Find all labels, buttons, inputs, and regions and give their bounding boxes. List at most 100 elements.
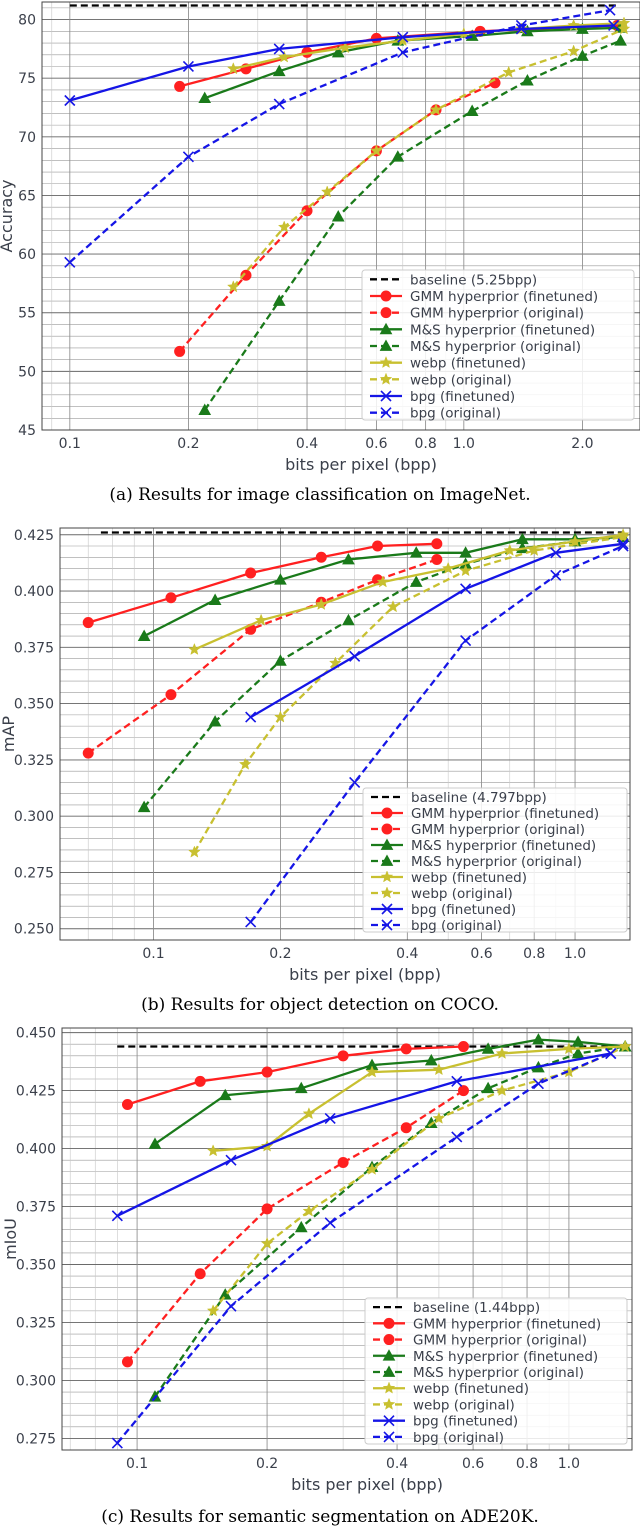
y-tick-label: 45 xyxy=(18,423,36,439)
legend-marker xyxy=(380,290,392,302)
series-bpg-original xyxy=(64,4,616,268)
legend-marker xyxy=(380,390,392,402)
data-point xyxy=(424,1053,438,1066)
x-tick-label: 0.8 xyxy=(415,436,437,452)
data-point xyxy=(451,1075,463,1087)
data-point xyxy=(254,613,268,626)
plot-frame xyxy=(59,527,631,941)
data-point xyxy=(137,629,151,641)
data-point xyxy=(206,1144,220,1157)
x-tick-label: 0.1 xyxy=(142,946,164,962)
data-point xyxy=(331,45,345,58)
chart-panel-3: 0.275 0.300 0.325 0.350 0.375 0.400 0.425 0.450… xyxy=(1,1026,633,1527)
legend-marker xyxy=(381,903,393,915)
data-point xyxy=(432,1063,446,1076)
legend-marker xyxy=(381,807,393,819)
legend-label: webp (original) xyxy=(410,372,512,388)
data-point xyxy=(238,757,252,770)
legend-label: bpg (original) xyxy=(411,918,502,934)
data-point xyxy=(277,220,291,233)
data-point xyxy=(337,1050,349,1062)
legend-marker xyxy=(379,322,393,335)
data-point xyxy=(182,151,194,163)
data-point xyxy=(260,1236,274,1250)
y-tick-label: 0.350 xyxy=(14,697,54,713)
series-gmm-finetuned xyxy=(82,538,443,629)
legend-marker xyxy=(383,1431,395,1443)
series-line xyxy=(193,535,624,853)
series-line xyxy=(204,26,621,100)
data-point xyxy=(521,74,534,86)
data-point xyxy=(82,747,94,759)
data-point xyxy=(272,64,286,77)
legend-label: GMM hyperprior (original) xyxy=(413,1333,587,1349)
data-point xyxy=(365,1065,379,1078)
data-point xyxy=(337,1156,349,1168)
legend-marker xyxy=(380,407,392,419)
y-tick-label: 0.350 xyxy=(16,1258,56,1274)
data-point xyxy=(245,916,257,928)
data-point xyxy=(338,41,352,54)
legend: baseline (5.25bpp)GMM hyperprior (finetu… xyxy=(361,269,635,422)
data-point xyxy=(397,46,409,58)
data-point xyxy=(617,22,631,35)
legend-label: M&S hyperprior (finetuned) xyxy=(411,838,596,854)
legend-label: bpg (original) xyxy=(413,1430,504,1446)
figure-caption: (c) Results for semantic segmentation on… xyxy=(101,1507,539,1527)
legend-marker xyxy=(382,1381,396,1394)
y-tick-label: 0.250 xyxy=(14,922,54,938)
y-tick-label: 60 xyxy=(18,247,36,263)
legend-marker xyxy=(383,1415,395,1427)
x-tick-label: 0.6 xyxy=(462,1456,484,1472)
series-bpg-finetuned xyxy=(245,538,629,723)
y-tick-label: 0.450 xyxy=(16,1026,56,1042)
data-point xyxy=(397,31,409,43)
plot-frame xyxy=(41,1,640,431)
legend-box xyxy=(361,269,635,421)
data-point xyxy=(495,1046,509,1059)
data-point xyxy=(349,776,361,788)
data-point xyxy=(188,845,201,858)
chart-panel-1: 45 50 55 60 65 70 75 80 0.1 0.2 0.4 0.6 0.8 1.0 2.0 bit… xyxy=(0,1,640,505)
series-line xyxy=(116,1052,612,1444)
legend-marker xyxy=(381,823,393,835)
x-tick-label: 1.0 xyxy=(558,1456,580,1472)
y-tick-label: 0.425 xyxy=(16,1084,56,1100)
y-tick-label: 80 xyxy=(18,13,36,29)
legend-label: baseline (4.797bpp) xyxy=(411,790,547,806)
x-axis-label: bits per pixel (bpp) xyxy=(289,965,441,984)
y-axis-label: mAP xyxy=(0,716,18,753)
series-line xyxy=(87,542,437,624)
series-line xyxy=(127,1045,464,1106)
x-tick-label: 0.8 xyxy=(523,946,545,962)
legend-label: baseline (1.44bpp) xyxy=(413,1300,540,1316)
series-line xyxy=(233,21,625,70)
data-point xyxy=(174,80,186,92)
legend-marker xyxy=(380,838,394,850)
y-tick-label: 55 xyxy=(18,306,36,322)
legend-label: webp (finetuned) xyxy=(413,1381,529,1397)
legend: baseline (4.797bpp)GMM hyperprior (finet… xyxy=(362,787,628,934)
data-point xyxy=(315,551,327,563)
data-point xyxy=(608,19,620,32)
legend-label: GMM hyperprior (finetuned) xyxy=(410,289,598,305)
legend-marker xyxy=(380,854,394,866)
series-bpg-finetuned xyxy=(64,19,620,107)
legend-marker xyxy=(382,1349,396,1361)
y-tick-label: 0.325 xyxy=(14,753,54,769)
data-point xyxy=(324,1217,336,1229)
series-line xyxy=(87,558,438,755)
legend-label: M&S hyperprior (original) xyxy=(413,1365,584,1381)
data-point xyxy=(481,1042,495,1054)
data-point xyxy=(429,103,443,116)
figure-caption: (a) Results for image classification on … xyxy=(109,485,530,505)
data-point xyxy=(459,546,472,558)
y-tick-label: 65 xyxy=(18,188,36,204)
legend-label: webp (finetuned) xyxy=(411,870,527,886)
data-point xyxy=(273,43,285,55)
data-point xyxy=(165,689,177,701)
data-point xyxy=(273,98,285,110)
data-point xyxy=(194,1075,206,1087)
data-point xyxy=(441,561,455,574)
